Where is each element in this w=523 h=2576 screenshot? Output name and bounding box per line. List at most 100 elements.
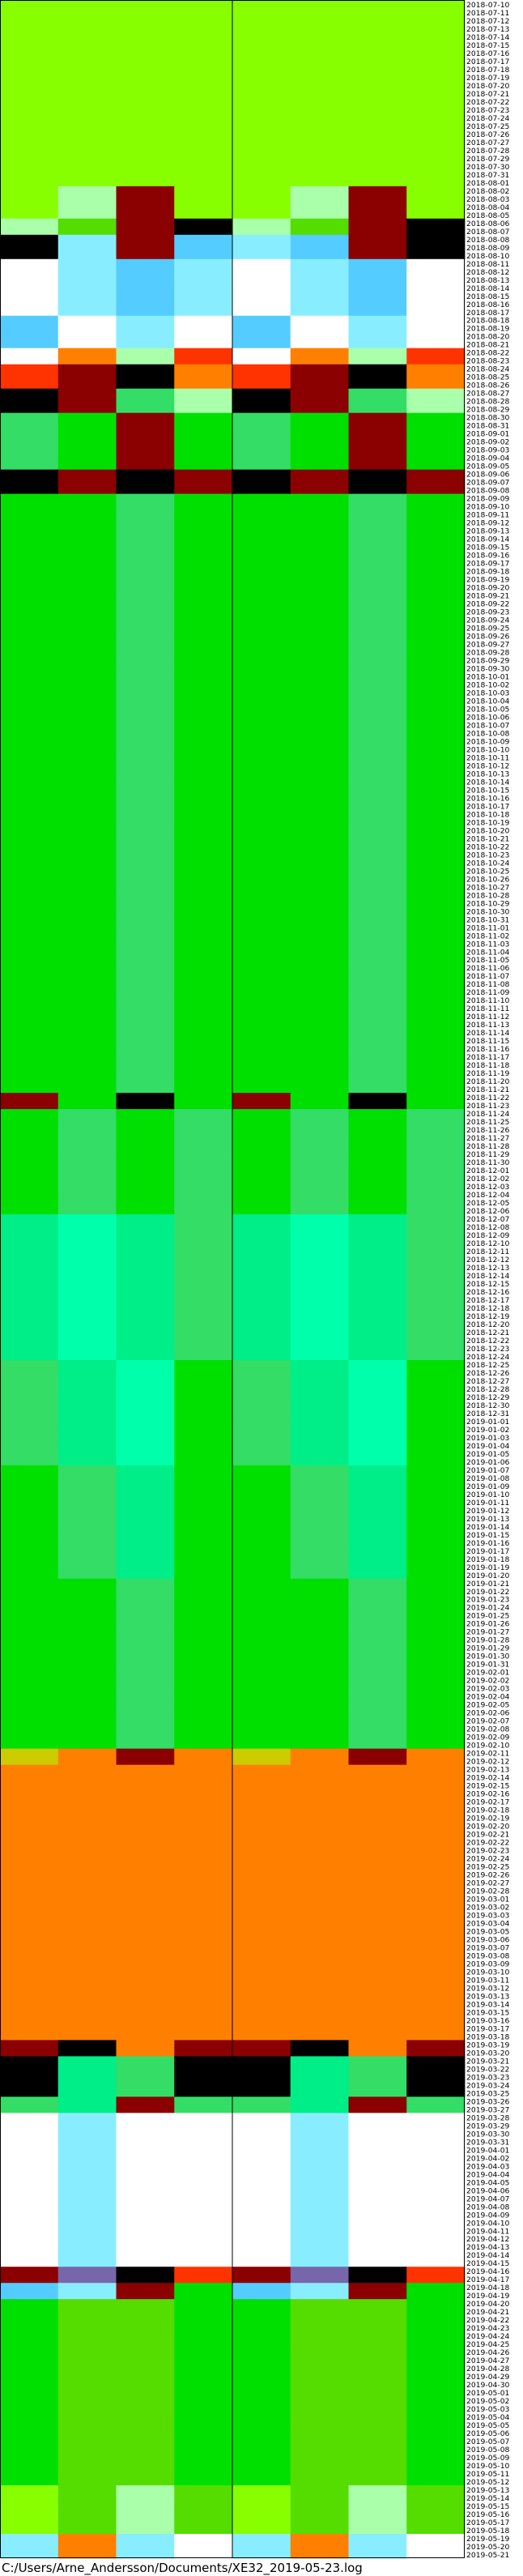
- heatmap-cell: [290, 1424, 349, 1434]
- heatmap-cell: [0, 1174, 59, 1183]
- date-tick-label: 2018-08-20: [466, 333, 510, 342]
- heatmap-cell: [290, 2307, 407, 2316]
- heatmap-cell: [0, 1044, 117, 1053]
- heatmap-cell: [174, 866, 349, 875]
- heatmap-cell: [116, 1375, 175, 1385]
- heatmap-cell: [406, 1683, 466, 1693]
- heatmap-cell: [57, 1149, 117, 1158]
- heatmap-cell: [406, 1303, 466, 1312]
- date-tick-label: 2019-01-02: [466, 1426, 509, 1435]
- date-tick-label: 2019-03-21: [466, 2057, 509, 2066]
- heatmap-cell: [0, 493, 117, 503]
- heatmap-cell: [406, 1554, 466, 1563]
- heatmap-cell: [348, 2534, 407, 2543]
- date-tick-label: 2019-03-10: [466, 1968, 510, 1977]
- heatmap-cell: [290, 2096, 349, 2105]
- heatmap-cell: [348, 1416, 407, 1426]
- date-tick-label: 2018-08-10: [466, 252, 510, 261]
- heatmap-cell: [57, 1416, 117, 1426]
- heatmap-cell: [348, 1230, 407, 1239]
- date-tick-label: 2019-03-12: [466, 1984, 509, 1993]
- heatmap-cell: [406, 510, 466, 518]
- heatmap-cell: [57, 2048, 117, 2057]
- heatmap-cell: [348, 1319, 407, 1329]
- heatmap-cell: [406, 1465, 466, 1474]
- heatmap-cell: [116, 1594, 175, 1604]
- heatmap-cell: [174, 1020, 349, 1029]
- heatmap-cell: [116, 882, 175, 891]
- heatmap-cell: [0, 1473, 59, 1482]
- heatmap-cell: [174, 315, 233, 325]
- heatmap-cell: [290, 2072, 349, 2081]
- heatmap-cell: [290, 1546, 349, 1555]
- heatmap-cell: [0, 267, 59, 276]
- heatmap-cell: [0, 931, 117, 940]
- heatmap-cell: [57, 1109, 117, 1118]
- heatmap-cell: [348, 445, 407, 454]
- date-tick-label: 2018-08-31: [466, 422, 509, 431]
- heatmap-cell: [0, 574, 117, 583]
- heatmap-cell: [348, 672, 407, 680]
- heatmap-cell: [116, 429, 175, 438]
- heatmap-cell: [406, 1578, 466, 1588]
- heatmap-cell: [174, 1610, 349, 1620]
- date-tick-label: 2018-12-21: [466, 1329, 509, 1337]
- heatmap-cell: [57, 2113, 117, 2122]
- heatmap-cell: [0, 1456, 59, 1466]
- date-tick-label: 2019-02-04: [466, 1693, 510, 1702]
- heatmap-cell: [406, 882, 466, 891]
- heatmap-cell: [0, 2339, 59, 2348]
- heatmap-cell: [0, 380, 59, 390]
- heatmap-cell: [406, 2064, 466, 2073]
- heatmap-cell: [174, 1667, 349, 1677]
- heatmap-cell: [406, 1643, 466, 1653]
- heatmap-cell: [0, 469, 59, 479]
- heatmap-cell: [290, 2137, 349, 2146]
- heatmap-cell: [0, 396, 59, 406]
- heatmap-cell: [406, 1659, 466, 1669]
- heatmap-cell: [232, 2510, 291, 2518]
- heatmap-cell: [406, 1060, 466, 1069]
- heatmap-cell: [0, 429, 59, 438]
- heatmap-cell: [57, 1529, 117, 1539]
- heatmap-cell: [0, 1319, 59, 1329]
- heatmap-cell: [232, 1384, 291, 1393]
- heatmap-cell: [57, 2501, 117, 2510]
- date-tick-label: 2019-01-04: [466, 1442, 510, 1451]
- date-tick-label: 2018-11-26: [466, 1126, 510, 1135]
- heatmap-cell: [406, 906, 466, 915]
- heatmap-cell: [406, 915, 466, 923]
- date-tick-label: 2018-08-14: [466, 284, 510, 293]
- heatmap-cell: [116, 1554, 175, 1563]
- date-tick-label: 2019-02-07: [466, 1717, 510, 1726]
- heatmap-cell: [174, 356, 233, 365]
- date-tick-label: 2019-01-17: [466, 1547, 510, 1556]
- date-tick-label: 2018-11-24: [466, 1110, 510, 1119]
- heatmap-cell: [290, 275, 349, 284]
- date-tick-label: 2019-04-16: [466, 2267, 510, 2276]
- heatmap-cell: [348, 850, 407, 859]
- date-tick-label: 2019-01-29: [466, 1644, 510, 1653]
- heatmap-cell: [116, 2072, 175, 2081]
- heatmap-cell: [174, 825, 349, 834]
- heatmap-cell: [232, 1263, 291, 1272]
- heatmap-cell: [232, 404, 291, 414]
- date-tick-label: 2018-12-30: [466, 1401, 510, 1410]
- heatmap-cell: [116, 1271, 175, 1280]
- heatmap-cell: [406, 842, 466, 851]
- heatmap-cell: [348, 2113, 466, 2122]
- heatmap-cell: [174, 2267, 233, 2275]
- heatmap-cell: [0, 356, 59, 365]
- heatmap-cell: [348, 1020, 407, 1029]
- date-tick-label: 2018-07-19: [466, 74, 510, 83]
- date-tick-label: 2019-01-11: [466, 1499, 509, 1508]
- heatmap-cell: [174, 1028, 349, 1037]
- date-tick-label: 2019-01-16: [466, 1539, 510, 1548]
- heatmap-cell: [348, 2485, 407, 2494]
- heatmap-cell: [0, 2420, 59, 2429]
- heatmap-cell: [348, 429, 407, 438]
- heatmap-cell: [290, 339, 349, 349]
- heatmap-cell: [290, 356, 349, 365]
- heatmap-cell: [406, 453, 466, 463]
- heatmap-cell: [174, 947, 349, 956]
